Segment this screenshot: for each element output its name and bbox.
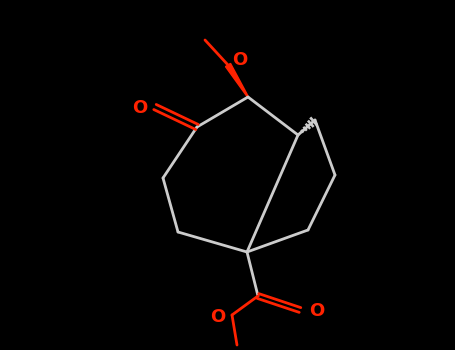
Text: O: O: [210, 308, 225, 326]
Text: O: O: [232, 51, 247, 69]
Polygon shape: [226, 63, 248, 97]
Text: O: O: [309, 302, 324, 320]
Text: O: O: [132, 99, 147, 117]
